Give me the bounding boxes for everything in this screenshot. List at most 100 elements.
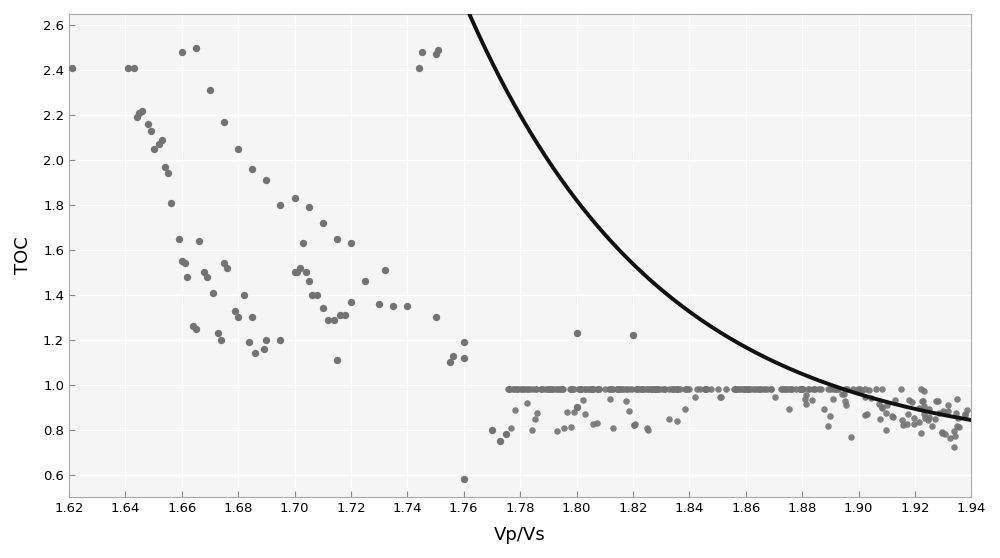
Point	[332, 311, 348, 320]
Point	[800, 385, 816, 394]
Point	[697, 385, 713, 394]
Point	[500, 385, 516, 394]
Point	[863, 394, 879, 403]
Point	[795, 385, 811, 394]
Point	[571, 385, 587, 394]
Point	[357, 277, 373, 286]
Point	[741, 385, 757, 394]
Point	[806, 385, 822, 394]
Point	[618, 385, 634, 394]
Point	[920, 416, 936, 425]
Point	[601, 385, 617, 394]
Point	[505, 385, 521, 394]
Point	[154, 135, 170, 144]
Point	[589, 385, 605, 394]
Point	[528, 385, 544, 394]
Point	[589, 385, 605, 394]
Point	[665, 385, 681, 394]
Point	[501, 385, 517, 394]
Point	[543, 385, 559, 394]
Point	[871, 400, 887, 409]
Point	[584, 385, 600, 394]
Point	[611, 385, 627, 394]
Point	[850, 385, 866, 394]
Point	[677, 385, 693, 394]
Point	[428, 313, 444, 322]
Point	[894, 416, 910, 425]
Point	[174, 47, 190, 56]
Point	[343, 297, 359, 306]
Point	[798, 399, 814, 408]
Point	[519, 398, 535, 407]
Point	[646, 385, 662, 394]
Point	[515, 385, 531, 394]
Point	[638, 385, 654, 394]
Point	[836, 389, 852, 398]
Point	[519, 385, 535, 394]
Point	[639, 423, 655, 432]
Point	[131, 108, 147, 117]
Point	[649, 385, 665, 394]
Point	[699, 385, 715, 394]
Point	[669, 416, 685, 425]
Point	[510, 385, 526, 394]
Point	[629, 385, 645, 394]
Point	[343, 239, 359, 248]
Point	[146, 145, 162, 153]
Point	[781, 405, 797, 413]
Point	[213, 335, 229, 344]
Point	[509, 385, 525, 394]
Point	[845, 385, 861, 394]
Point	[414, 47, 430, 56]
Point	[669, 385, 685, 394]
Point	[697, 385, 713, 394]
Point	[816, 404, 832, 413]
Point	[241, 338, 257, 347]
Point	[188, 324, 204, 333]
Point	[577, 410, 593, 418]
Point	[227, 306, 243, 315]
Point	[591, 385, 607, 394]
Point	[756, 385, 772, 394]
Point	[936, 408, 952, 417]
Point	[647, 385, 663, 394]
Point	[552, 385, 568, 394]
Point	[853, 387, 869, 396]
Point	[559, 408, 575, 417]
Point	[689, 385, 705, 394]
Point	[602, 395, 618, 403]
Point	[740, 385, 756, 394]
Point	[917, 413, 933, 422]
Point	[129, 113, 145, 122]
Point	[621, 407, 637, 416]
Point	[827, 385, 843, 394]
Point	[533, 385, 549, 394]
Point	[569, 403, 585, 412]
Point	[893, 385, 909, 394]
Point	[710, 385, 726, 394]
Point	[739, 385, 755, 394]
Point	[830, 385, 846, 394]
Point	[959, 406, 975, 415]
Point	[942, 433, 958, 442]
Point	[728, 385, 744, 394]
Point	[861, 386, 877, 395]
Point	[196, 268, 212, 277]
Point	[258, 335, 274, 344]
Point	[513, 385, 529, 394]
Point	[837, 385, 853, 394]
Point	[579, 385, 595, 394]
Point	[301, 277, 317, 286]
Point	[829, 385, 845, 394]
Point	[852, 385, 868, 394]
Point	[569, 329, 585, 338]
Point	[315, 304, 331, 313]
Point	[377, 266, 393, 275]
Point	[624, 385, 640, 394]
Point	[813, 385, 829, 394]
Point	[834, 389, 850, 398]
Point	[825, 395, 841, 404]
Point	[924, 422, 940, 431]
Point	[735, 385, 751, 394]
Point	[540, 385, 556, 394]
